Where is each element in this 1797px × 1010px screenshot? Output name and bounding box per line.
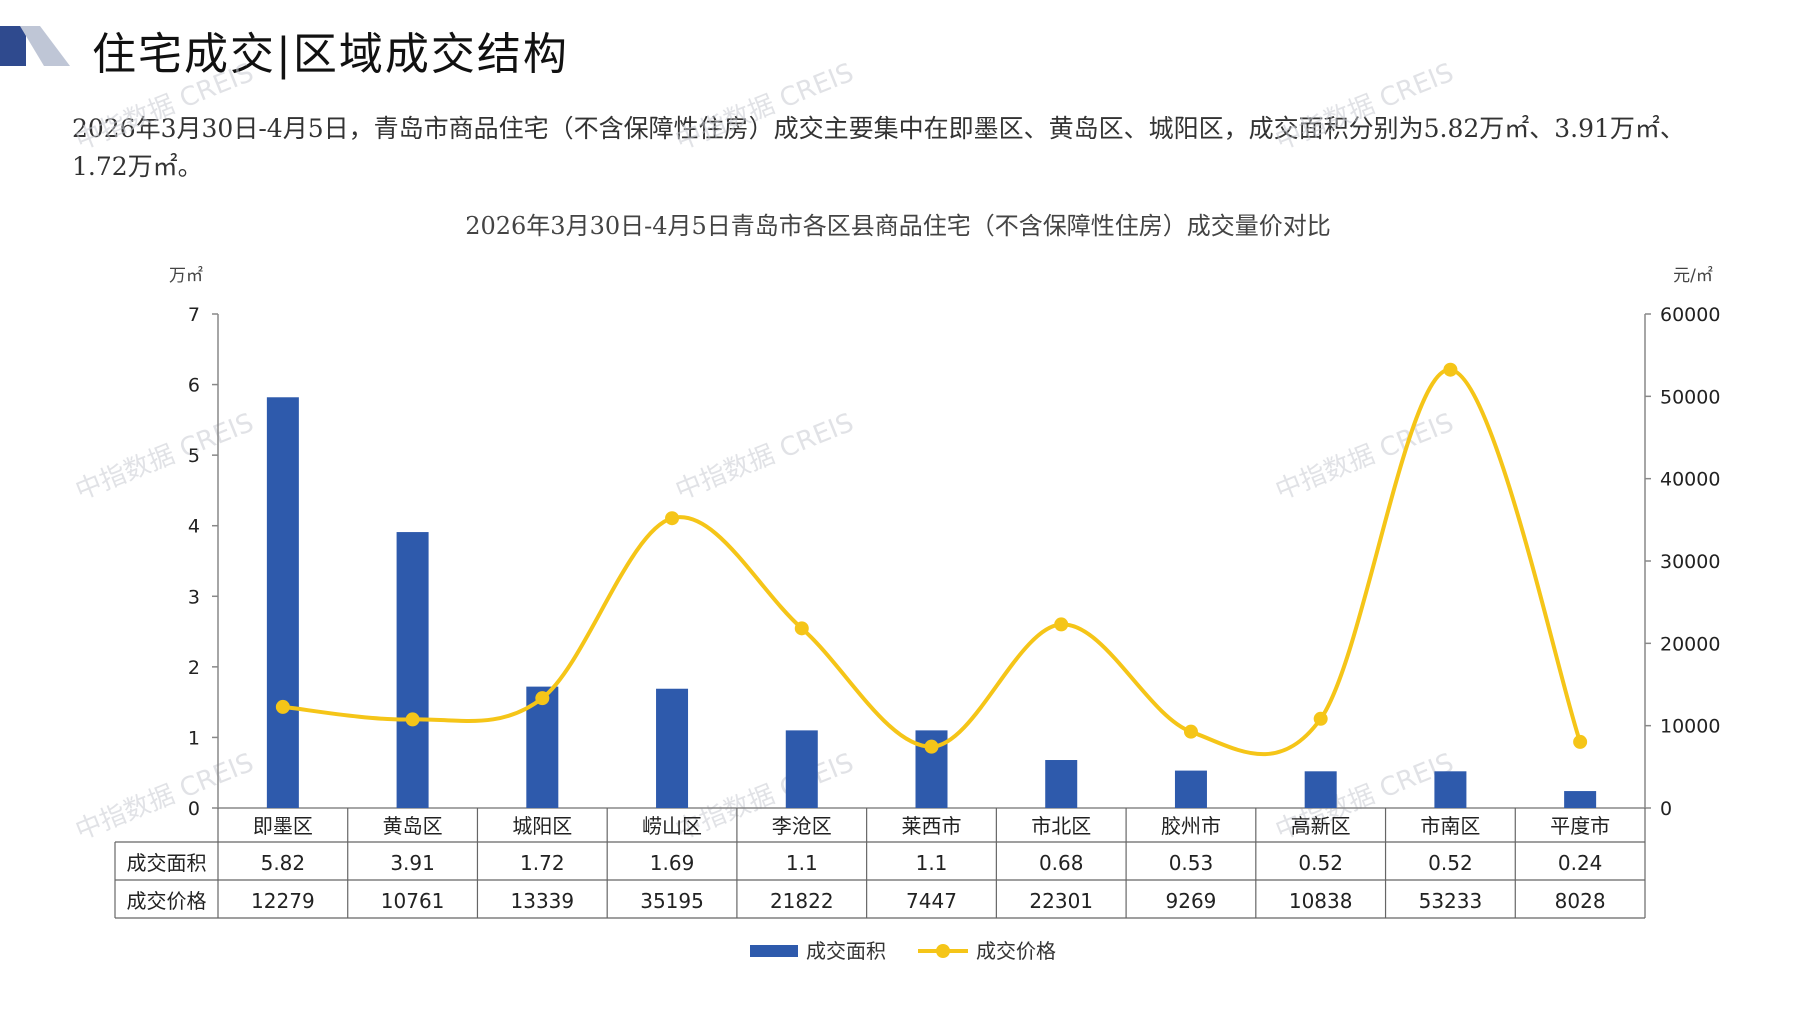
table-cell: 12279	[251, 889, 315, 913]
category-label: 黄岛区	[383, 814, 443, 838]
table-cell: 1.1	[916, 851, 948, 875]
line-series	[275, 362, 1588, 757]
left-tick-label: 7	[188, 304, 200, 326]
left-tick-label: 0	[188, 798, 200, 820]
table-cell: 21822	[770, 889, 834, 913]
table-cell: 9269	[1166, 889, 1217, 913]
table-cell: 1.72	[520, 851, 565, 875]
brand-logo-icon	[0, 26, 70, 66]
right-tick-label: 20000	[1660, 633, 1720, 655]
legend-bar-label: 成交面积	[806, 939, 886, 963]
logo-light-block	[20, 26, 70, 66]
right-axis-unit: 元/㎡	[1673, 266, 1713, 286]
right-tick-label: 0	[1660, 798, 1672, 820]
right-tick-label: 10000	[1660, 716, 1720, 738]
chart-title: 2026年3月30日-4月5日青岛市各区县商品住宅（不含保障性住房）成交量价对比	[465, 212, 1331, 240]
right-tick-label: 60000	[1660, 304, 1720, 326]
logo-dark-block	[0, 26, 26, 66]
watermark-text: 中指数据 CREIS	[71, 748, 258, 847]
left-tick-label: 4	[188, 516, 200, 538]
watermark-text: 中指数据 CREIS	[671, 408, 858, 507]
table-cell: 22301	[1029, 889, 1093, 913]
price-point-市南区	[1443, 362, 1458, 377]
table-cell: 53233	[1419, 889, 1483, 913]
category-label: 莱西市	[902, 814, 962, 838]
watermark-text: 中指数据 CREIS	[1271, 408, 1458, 507]
bar-李沧区	[785, 730, 818, 808]
legend: 成交面积 成交价格	[750, 939, 1056, 963]
price-point-黄岛区	[405, 712, 420, 727]
bar-崂山区	[656, 688, 689, 808]
table-cell: 0.68	[1039, 851, 1084, 875]
category-label: 平度市	[1550, 814, 1610, 838]
price-point-城阳区	[535, 691, 550, 706]
watermark-text: 中指数据 CREIS	[71, 58, 258, 157]
category-label: 胶州市	[1161, 814, 1221, 838]
category-label: 崂山区	[642, 814, 702, 838]
table-cell: 3.91	[390, 851, 435, 875]
table-cell: 0.52	[1298, 851, 1343, 875]
category-label: 市南区	[1420, 814, 1480, 838]
left-tick-label: 5	[188, 445, 200, 467]
watermark-text: 中指数据 CREIS	[71, 408, 258, 507]
table-cell: 5.82	[261, 851, 306, 875]
table-row-label: 成交价格	[127, 889, 207, 913]
legend-bar-swatch	[750, 945, 798, 957]
table-row-label: 成交面积	[127, 851, 207, 875]
price-point-胶州市	[1183, 724, 1198, 739]
category-label: 市北区	[1031, 814, 1091, 838]
left-tick-label: 1	[188, 727, 200, 749]
left-tick-label: 2	[188, 657, 200, 679]
bar-市北区	[1045, 760, 1078, 808]
table-cell: 10761	[381, 889, 445, 913]
table-cell: 0.52	[1428, 851, 1473, 875]
bar-高新区	[1304, 771, 1337, 808]
bar-黄岛区	[396, 532, 429, 808]
table-cell: 0.24	[1558, 851, 1603, 875]
watermark-text: 中指数据 CREIS	[671, 58, 858, 157]
left-tick-label: 6	[188, 375, 200, 397]
category-label: 即墨区	[253, 814, 313, 838]
price-point-市北区	[1054, 617, 1069, 632]
table-cell: 0.53	[1169, 851, 1214, 875]
table-cell: 10838	[1289, 889, 1353, 913]
category-label: 李沧区	[772, 814, 832, 838]
summary-text: 2026年3月30日-4月5日，青岛市商品住宅（不含保障性住房）成交主要集中在即…	[72, 114, 1685, 181]
page-title: 住宅成交|区域成交结构	[92, 29, 569, 80]
price-point-平度市	[1573, 734, 1588, 749]
category-label: 城阳区	[512, 814, 572, 838]
bar-series	[266, 397, 1597, 808]
table-cell: 1.1	[786, 851, 818, 875]
table-cell: 1.69	[650, 851, 695, 875]
price-point-崂山区	[665, 511, 680, 526]
table-cell: 8028	[1555, 889, 1606, 913]
table-cell: 7447	[906, 889, 957, 913]
legend-line-label: 成交价格	[976, 939, 1056, 963]
bar-即墨区	[266, 397, 299, 808]
watermark-text: 中指数据 CREIS	[1271, 58, 1458, 157]
bar-市南区	[1434, 771, 1467, 808]
table-cell: 35195	[640, 889, 704, 913]
price-point-莱西市	[924, 739, 939, 754]
right-tick-label: 50000	[1660, 386, 1720, 408]
legend-line-marker	[936, 944, 950, 958]
price-point-李沧区	[794, 621, 809, 636]
right-tick-label: 30000	[1660, 551, 1720, 573]
bar-平度市	[1564, 791, 1597, 808]
price-point-即墨区	[275, 699, 290, 714]
left-axis-unit: 万㎡	[169, 266, 203, 286]
table-cell: 13339	[511, 889, 575, 913]
left-tick-label: 3	[188, 586, 200, 608]
right-tick-label: 40000	[1660, 469, 1720, 491]
price-point-高新区	[1313, 711, 1328, 726]
price-line	[280, 367, 1583, 757]
bar-胶州市	[1174, 770, 1207, 808]
category-label: 高新区	[1291, 814, 1351, 838]
